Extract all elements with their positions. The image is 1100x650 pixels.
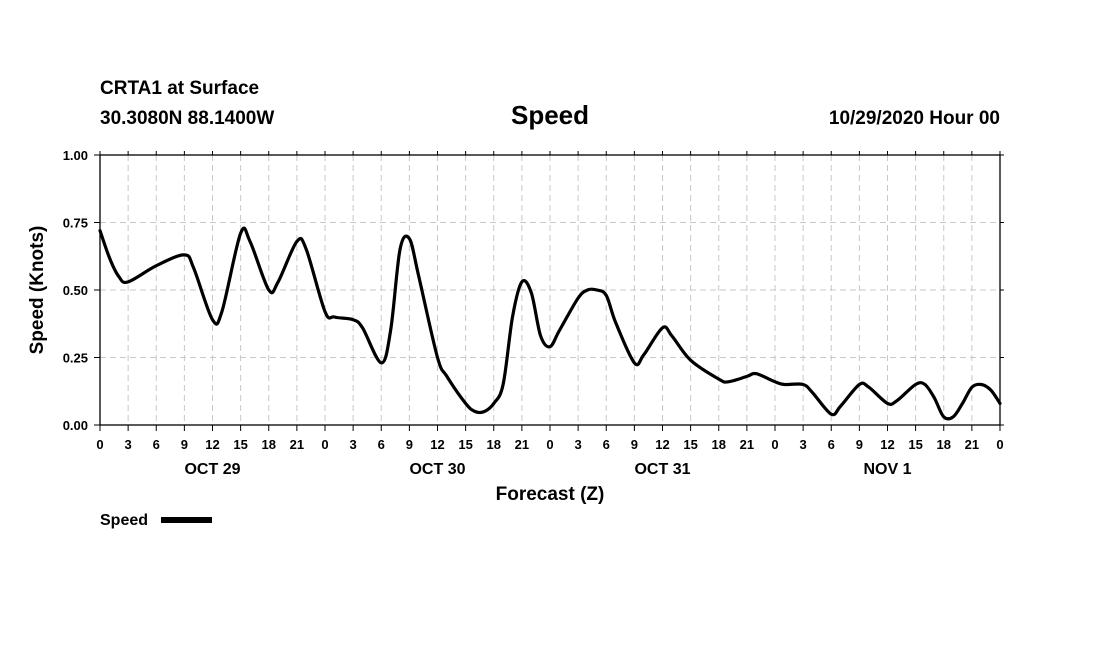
y-tick-label: 0.75: [63, 216, 88, 231]
x-tick-label: 9: [856, 437, 863, 452]
y-tick-label: 1.00: [63, 148, 88, 163]
x-tick-label: 18: [937, 437, 951, 452]
day-label: NOV 1: [863, 461, 911, 478]
speed-series-line: [98, 226, 1002, 421]
x-tick-label: 15: [233, 437, 247, 452]
day-label: OCT 31: [634, 461, 690, 478]
x-axis: 0 3 6 9 12 15 18 21 0 3 6 9 12 15 18 21 0 3 6 9 12 15 18 21 0 3 6 9…: [96, 151, 1004, 452]
station-coordinates: 30.3080N 88.1400W: [100, 108, 274, 129]
x-tick-label: 18: [487, 437, 501, 452]
x-tick-label: 21: [515, 437, 529, 452]
x-tick-label: 3: [575, 437, 582, 452]
x-tick-label: 6: [828, 437, 835, 452]
x-tick-label: 0: [321, 437, 328, 452]
x-tick-label: 21: [740, 437, 754, 452]
plot-frame: [99, 154, 1001, 426]
x-tick-label: 12: [205, 437, 219, 452]
x-axis-label: Forecast (Z): [496, 484, 605, 505]
x-tick-label: 9: [406, 437, 413, 452]
x-tick-label: 6: [603, 437, 610, 452]
x-tick-label: 12: [655, 437, 669, 452]
chart-title: Speed: [511, 100, 589, 130]
y-axis-label: Speed (Knots): [27, 226, 48, 355]
x-tick-label: 15: [683, 437, 697, 452]
y-axis: 0.00 0.25 0.50 0.75 1.00: [63, 148, 1004, 433]
x-tick-label: 6: [378, 437, 385, 452]
x-tick-label: 15: [458, 437, 472, 452]
x-tick-label: 0: [771, 437, 778, 452]
x-tick-label: 3: [125, 437, 132, 452]
x-tick-label: 0: [96, 437, 103, 452]
x-tick-label: 3: [800, 437, 807, 452]
x-tick-label: 6: [153, 437, 160, 452]
grid-lines: [100, 155, 1000, 425]
x-tick-label: 12: [880, 437, 894, 452]
day-labels: OCT 29 OCT 30 OCT 31 NOV 1: [184, 461, 911, 478]
day-label: OCT 30: [409, 461, 465, 478]
x-tick-label: 21: [965, 437, 979, 452]
x-tick-label: 9: [181, 437, 188, 452]
x-tick-label: 21: [290, 437, 304, 452]
legend-label: Speed: [100, 512, 148, 529]
x-tick-label: 18: [262, 437, 276, 452]
legend: Speed: [100, 512, 212, 529]
x-tick-label: 18: [712, 437, 726, 452]
y-tick-label: 0.50: [63, 283, 88, 298]
y-tick-label: 0.25: [63, 351, 88, 366]
forecast-date: 10/29/2020 Hour 00: [829, 108, 1000, 129]
y-tick-label: 0.00: [63, 418, 88, 433]
x-tick-label: 3: [350, 437, 357, 452]
day-label: OCT 29: [184, 461, 240, 478]
x-tick-label: 9: [631, 437, 638, 452]
x-tick-label: 0: [996, 437, 1003, 452]
x-tick-label: 0: [546, 437, 553, 452]
x-tick-label: 15: [908, 437, 922, 452]
x-tick-label: 12: [430, 437, 444, 452]
legend-swatch: [161, 517, 212, 523]
station-title: CRTA1 at Surface: [100, 78, 259, 99]
